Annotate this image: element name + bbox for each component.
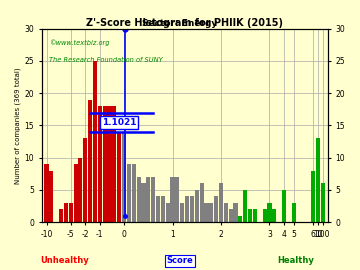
Bar — [180, 203, 184, 222]
Bar — [267, 203, 271, 222]
Y-axis label: Number of companies (369 total): Number of companies (369 total) — [15, 67, 22, 184]
Bar — [316, 138, 320, 222]
Bar — [224, 203, 228, 222]
Bar — [69, 203, 73, 222]
Bar — [234, 203, 238, 222]
Bar — [166, 203, 170, 222]
Bar — [175, 177, 179, 222]
Bar — [103, 106, 107, 222]
Bar — [262, 209, 267, 222]
Bar — [151, 177, 155, 222]
Bar — [44, 164, 49, 222]
Text: The Research Foundation of SUNY: The Research Foundation of SUNY — [49, 57, 163, 63]
Bar — [136, 177, 141, 222]
Bar — [171, 177, 175, 222]
Bar — [93, 61, 97, 222]
Bar — [117, 132, 121, 222]
Bar — [127, 164, 131, 222]
Bar — [156, 196, 160, 222]
Bar — [78, 158, 82, 222]
Bar — [238, 216, 242, 222]
Bar — [73, 164, 78, 222]
Bar — [190, 196, 194, 222]
Text: Sector: Energy: Sector: Energy — [142, 19, 218, 28]
Bar — [83, 138, 87, 222]
Bar — [253, 209, 257, 222]
Bar — [107, 106, 112, 222]
Title: Z'-Score Histogram for PHIIK (2015): Z'-Score Histogram for PHIIK (2015) — [86, 18, 283, 28]
Bar — [199, 184, 204, 222]
Bar — [59, 209, 63, 222]
Text: Healthy: Healthy — [277, 256, 314, 265]
Bar — [292, 203, 296, 222]
Bar — [98, 106, 102, 222]
Text: ©www.textbiz.org: ©www.textbiz.org — [49, 39, 109, 46]
Text: Unhealthy: Unhealthy — [40, 256, 89, 265]
Bar — [49, 171, 53, 222]
Bar — [64, 203, 68, 222]
Bar — [209, 203, 213, 222]
Bar — [141, 184, 145, 222]
Bar — [88, 100, 92, 222]
Text: 1.1021: 1.1021 — [102, 118, 136, 127]
Bar — [311, 171, 315, 222]
Bar — [161, 196, 165, 222]
Bar — [112, 106, 116, 222]
Bar — [248, 209, 252, 222]
Bar — [204, 203, 208, 222]
Bar — [132, 164, 136, 222]
Bar — [243, 190, 247, 222]
Bar — [219, 184, 223, 222]
Bar — [282, 190, 286, 222]
Bar — [195, 190, 199, 222]
Bar — [214, 196, 218, 222]
Bar — [185, 196, 189, 222]
Bar — [321, 184, 325, 222]
Bar — [272, 209, 276, 222]
Bar — [122, 132, 126, 222]
Bar — [146, 177, 150, 222]
Bar — [229, 209, 233, 222]
Text: Score: Score — [167, 256, 193, 265]
